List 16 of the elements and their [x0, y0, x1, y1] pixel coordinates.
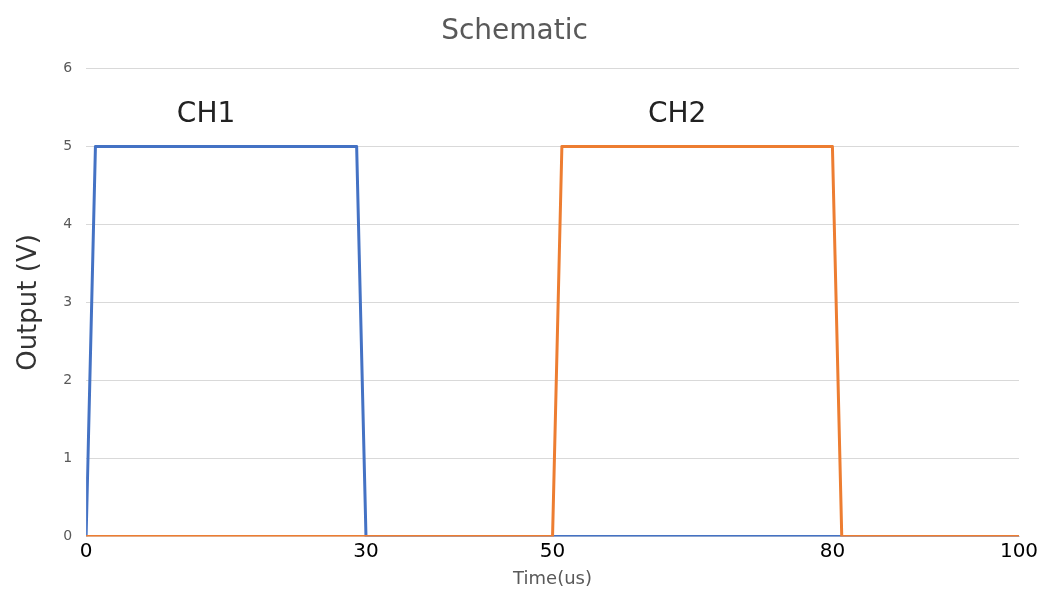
x-tick-label: 80: [819, 537, 846, 562]
x-tick-label: 100: [999, 537, 1039, 562]
x-tick-label: 50: [539, 537, 566, 562]
x-tick-label: 30: [353, 537, 379, 562]
y-tick-label: 3: [63, 293, 73, 310]
y-tick-label: 2: [63, 371, 73, 388]
y-tick-label: 4: [63, 215, 73, 232]
y-axis-title: Output (V): [12, 234, 43, 371]
y-tick-label: 6: [63, 59, 73, 76]
chart-title: Schematic: [441, 13, 588, 47]
y-tick-label: 1: [63, 449, 73, 466]
x-tick-label: 0: [79, 537, 93, 562]
series-label: CH2: [647, 95, 707, 129]
y-tick-label: 5: [63, 137, 73, 154]
series-label: CH1: [176, 95, 236, 129]
x-axis-title: Time(us): [512, 566, 592, 588]
